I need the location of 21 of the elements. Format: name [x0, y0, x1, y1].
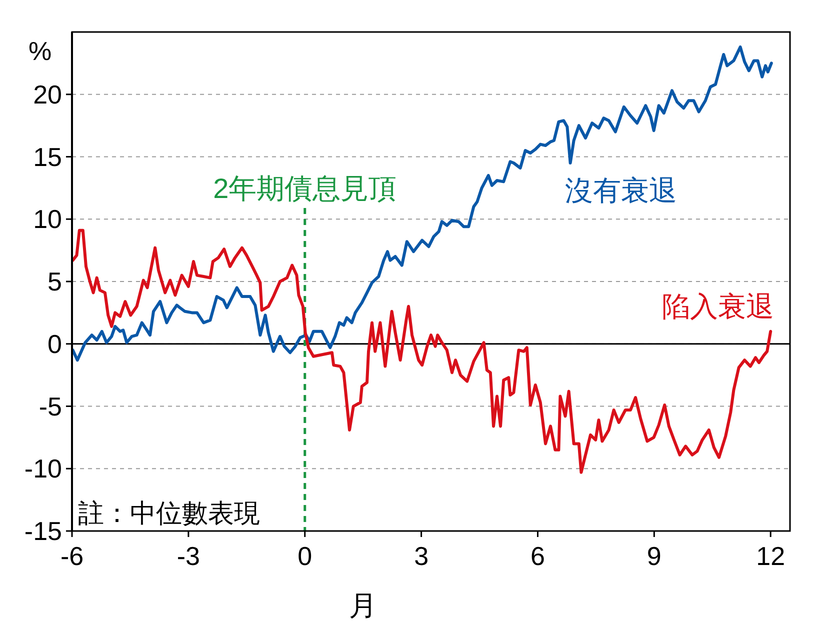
y-tick-label: 20 — [33, 79, 62, 110]
y-tick-label: -10 — [24, 454, 62, 484]
y-tick-label: 0 — [48, 328, 62, 359]
series-label: 陷入衰退 — [662, 291, 774, 322]
ref-line-label: 2年期債息見頂 — [213, 173, 397, 204]
x-tick-label: 6 — [530, 541, 545, 571]
y-tick-label: 15 — [33, 142, 62, 172]
y-tick-label: -5 — [38, 391, 62, 422]
annotation: 註：中位數表現 — [78, 498, 260, 528]
x-tick-label: 3 — [414, 541, 429, 571]
x-tick-label: 12 — [756, 541, 786, 571]
x-tick-label: -6 — [60, 541, 84, 571]
y-axis-title: % — [28, 36, 52, 66]
y-tick-label: -15 — [24, 516, 62, 546]
series-label: 沒有衰退 — [565, 175, 677, 206]
x-tick-label: -3 — [176, 541, 200, 571]
y-tick-label: 5 — [48, 266, 62, 296]
x-axis-title: 月 — [349, 590, 378, 621]
x-tick-label: 0 — [298, 541, 312, 571]
x-tick-label: 9 — [646, 541, 662, 571]
y-tick-label: 10 — [33, 204, 62, 234]
